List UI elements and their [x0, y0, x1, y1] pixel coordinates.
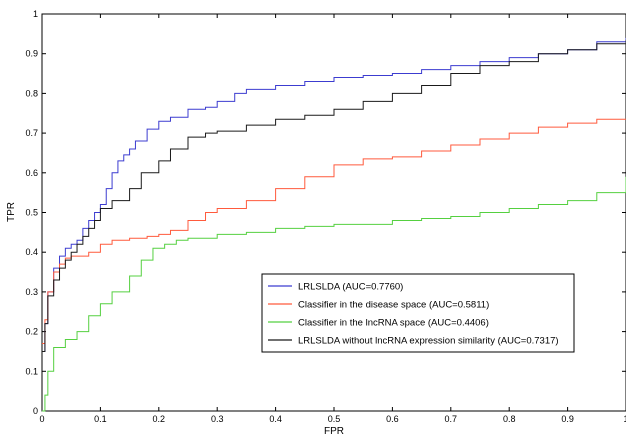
series-line-1: [42, 37, 626, 352]
x-tick-label: 0.9: [561, 414, 574, 424]
series-line-3: [42, 176, 626, 412]
x-tick-label: 0: [39, 414, 44, 424]
axis-ticks: 0 0.1 0.2 0.3 0.4 0.5 0.6 0.7 0.8 0.9 1 0 0.1 0.2 0.3 0…: [25, 9, 626, 424]
x-tick-label: 0.4: [269, 414, 282, 424]
x-tick-label: 0.7: [445, 414, 458, 424]
x-axis-label: FPR: [324, 426, 344, 437]
y-tick-label: 0.6: [25, 168, 38, 178]
y-tick-label: 0.3: [25, 287, 38, 297]
x-tick-label: 0.8: [503, 414, 516, 424]
x-tick-label: 0.6: [386, 414, 399, 424]
y-tick-label: 0.4: [25, 247, 38, 257]
y-tick-label: 0.5: [25, 208, 38, 218]
y-tick-label: 0.9: [25, 49, 38, 59]
series-line-2: [42, 118, 626, 345]
x-tick-label: 0.1: [94, 414, 107, 424]
legend-label-4: LRLSLDA without lncRNA expression simila…: [298, 336, 559, 347]
legend-label-3: Classifier in the lncRNA space (AUC=0.44…: [298, 318, 489, 329]
series-lines: [42, 37, 626, 412]
y-tick-label: 0.7: [25, 128, 38, 138]
y-tick-label: 0: [33, 406, 38, 416]
legend-label-1: LRLSLDA (AUC=0.7760): [298, 282, 403, 293]
x-tick-label: 0.5: [328, 414, 341, 424]
x-tick-label: 0.2: [153, 414, 166, 424]
y-tick-label: 0.2: [25, 327, 38, 337]
legend-label-2: Classifier in the disease space (AUC=0.5…: [298, 300, 489, 311]
x-tick-label: 0.3: [211, 414, 224, 424]
series-line-4: [42, 39, 626, 352]
legend: LRLSLDA (AUC=0.7760) Classifier in the di…: [261, 273, 575, 353]
y-tick-label: 1: [33, 9, 38, 19]
y-tick-label: 0.1: [25, 366, 38, 376]
x-tick-label: 1: [623, 414, 626, 424]
y-axis-label: TPR: [6, 202, 17, 222]
legend-box: [261, 273, 575, 353]
y-tick-label: 0.8: [25, 88, 38, 98]
